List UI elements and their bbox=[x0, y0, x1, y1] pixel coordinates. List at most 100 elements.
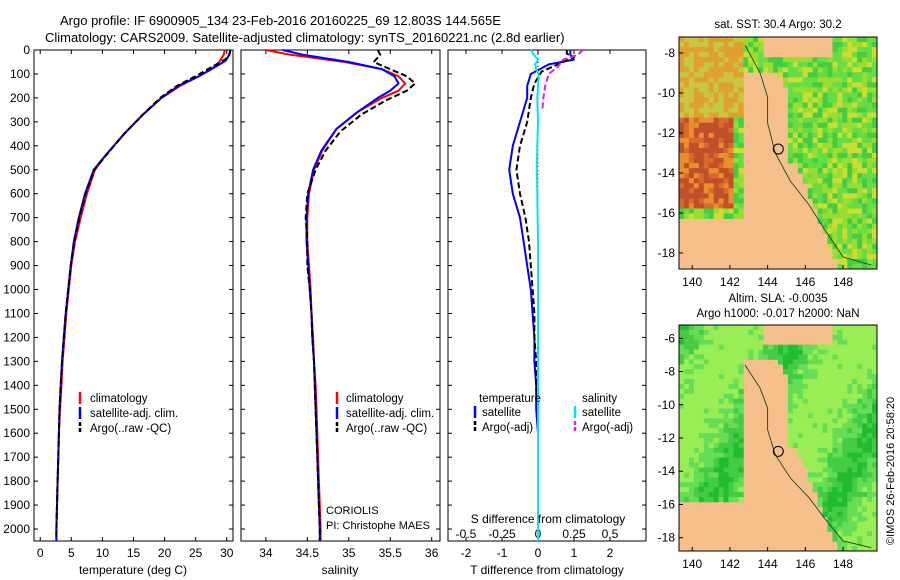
depth-tick-label: 1000 bbox=[3, 283, 30, 297]
map-cell bbox=[867, 67, 873, 73]
map-cell bbox=[807, 354, 814, 360]
map-cell bbox=[713, 452, 719, 459]
map-cell bbox=[738, 102, 744, 109]
map-cell bbox=[812, 72, 818, 78]
map-cell bbox=[683, 472, 690, 478]
map-cell bbox=[837, 388, 843, 395]
map-cell bbox=[847, 62, 853, 68]
map-cell bbox=[688, 142, 695, 149]
map-cell bbox=[802, 413, 809, 419]
map-cell bbox=[822, 447, 828, 454]
map-cell bbox=[822, 142, 828, 149]
map-cell bbox=[738, 374, 744, 380]
map-cell bbox=[842, 418, 848, 424]
map-cell bbox=[852, 325, 858, 331]
map-cell bbox=[837, 374, 843, 380]
map-cell bbox=[748, 354, 754, 360]
map-cell bbox=[832, 253, 838, 260]
map-cell bbox=[817, 218, 823, 225]
map-cell bbox=[827, 173, 833, 179]
map-cell bbox=[738, 487, 744, 493]
map-cell bbox=[842, 213, 848, 219]
map-cell bbox=[827, 521, 833, 527]
map-cell bbox=[758, 344, 764, 350]
map-cell bbox=[728, 107, 734, 114]
map-cell bbox=[847, 433, 853, 439]
depth-tick-label: 1500 bbox=[3, 402, 30, 416]
map-cell bbox=[738, 137, 744, 144]
map-cell bbox=[812, 472, 818, 478]
map-cell bbox=[817, 492, 823, 498]
map-cell bbox=[842, 334, 848, 341]
map-cell bbox=[688, 413, 695, 419]
map-cell bbox=[723, 487, 729, 493]
map-cell bbox=[832, 536, 838, 542]
map-cell bbox=[867, 203, 873, 209]
map-cell bbox=[733, 208, 739, 214]
latitude-tick-label: -16 bbox=[658, 497, 676, 511]
map-cell bbox=[797, 408, 804, 414]
map-cell bbox=[822, 354, 828, 360]
map-cell bbox=[698, 383, 705, 390]
map-cell bbox=[738, 452, 744, 459]
map-cell bbox=[867, 112, 873, 119]
map-cell bbox=[822, 137, 828, 144]
map-cell bbox=[842, 536, 848, 542]
map-cell bbox=[683, 163, 690, 169]
map-cell bbox=[827, 163, 833, 169]
map-cell bbox=[693, 487, 700, 493]
map-cell bbox=[688, 325, 695, 331]
map-cell bbox=[812, 438, 818, 444]
map-cell bbox=[847, 477, 853, 483]
map-cell bbox=[748, 329, 754, 336]
map-cell bbox=[693, 147, 700, 154]
map-cell bbox=[713, 122, 719, 129]
map-cell bbox=[713, 477, 719, 483]
map-cell bbox=[812, 359, 818, 365]
map-cell bbox=[807, 413, 814, 419]
map-cell bbox=[723, 383, 729, 390]
map-cell bbox=[753, 42, 759, 48]
map-cell bbox=[683, 132, 690, 139]
map-cell bbox=[872, 433, 877, 439]
map-cell bbox=[847, 492, 853, 498]
imos-timestamp: ©IMOS 26-Feb-2016 20:58:20 bbox=[885, 397, 897, 545]
map-cell bbox=[827, 178, 833, 184]
map-cell bbox=[713, 87, 719, 93]
map-cell bbox=[852, 442, 858, 449]
map-cell bbox=[802, 403, 809, 409]
map-cell bbox=[693, 57, 700, 63]
map-cell bbox=[679, 203, 685, 209]
map-cell bbox=[693, 132, 700, 139]
map-cell bbox=[713, 137, 719, 144]
map-cell bbox=[867, 42, 873, 48]
map-cell bbox=[703, 153, 710, 159]
map-cell bbox=[718, 442, 724, 449]
map-cell bbox=[688, 87, 695, 93]
map-cell bbox=[733, 153, 739, 159]
map-cell bbox=[738, 158, 744, 164]
map-cell bbox=[728, 163, 734, 169]
map-cell bbox=[723, 67, 729, 73]
map-cell bbox=[688, 467, 695, 473]
map-cell bbox=[872, 546, 877, 551]
map-cell bbox=[753, 67, 759, 73]
map-cell bbox=[832, 418, 838, 424]
map-cell bbox=[728, 87, 734, 93]
map-cell bbox=[802, 153, 809, 159]
map-cell bbox=[837, 42, 843, 48]
map-cell bbox=[852, 132, 858, 139]
map-cell bbox=[857, 37, 863, 43]
map-cell bbox=[679, 442, 685, 449]
map-cell bbox=[857, 457, 863, 463]
map-cell bbox=[688, 92, 695, 98]
map-cell bbox=[679, 329, 685, 336]
map-cell bbox=[708, 62, 715, 68]
map-cell bbox=[708, 178, 715, 184]
map-cell bbox=[852, 418, 858, 424]
map-cell bbox=[812, 147, 818, 154]
map-cell bbox=[852, 42, 858, 48]
map-cell bbox=[822, 122, 828, 129]
map-cell bbox=[862, 57, 868, 63]
map-cell bbox=[872, 223, 877, 230]
